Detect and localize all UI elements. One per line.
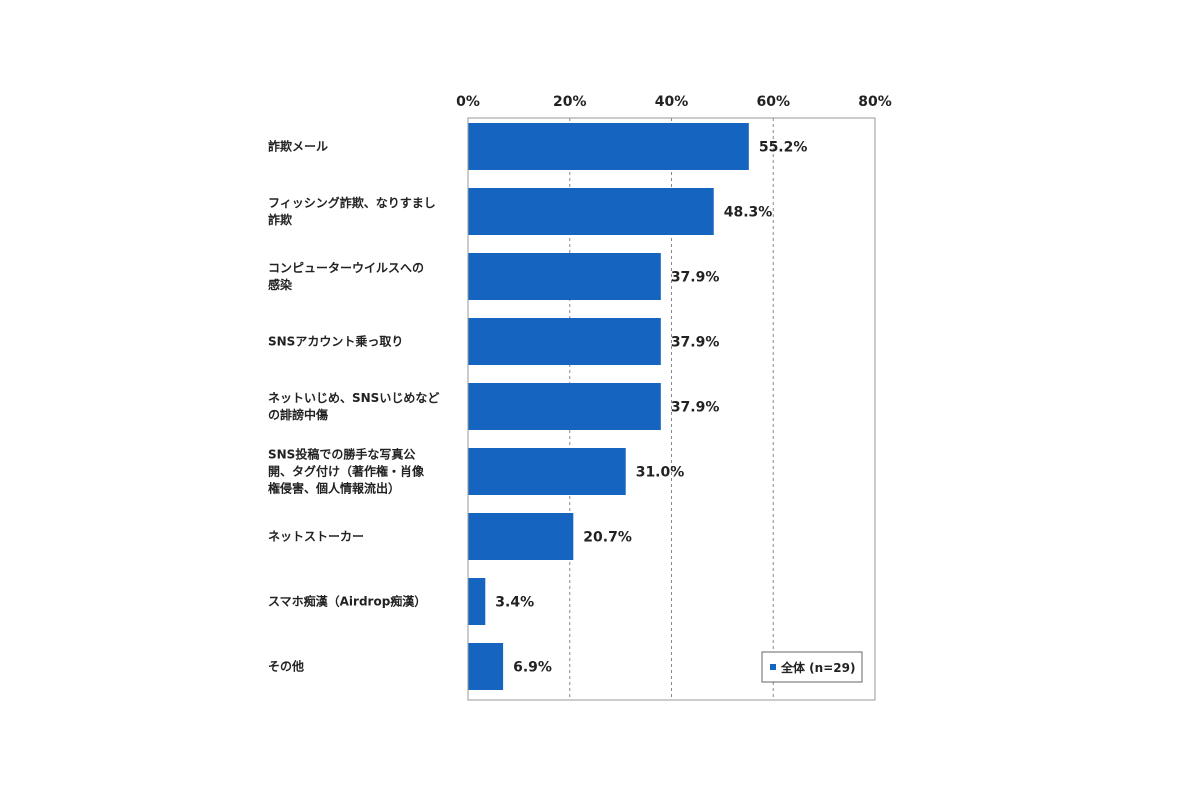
bar xyxy=(468,188,714,235)
category-label: コンピューターウイルスへの感染 xyxy=(268,261,424,292)
bar xyxy=(468,578,486,625)
bars xyxy=(468,123,749,690)
data-label: 55.2% xyxy=(759,140,808,156)
data-label: 37.9% xyxy=(671,335,720,351)
x-tick-label: 20% xyxy=(553,94,587,110)
x-tick-label: 40% xyxy=(655,94,689,110)
data-label: 37.9% xyxy=(671,270,720,286)
category-label: 詐欺メール xyxy=(268,139,328,154)
bar xyxy=(468,643,504,690)
data-label: 37.9% xyxy=(671,400,720,416)
bar xyxy=(468,318,661,365)
category-label: SNS投稿での勝手な写真公開、タグ付け（著作権・肖像権侵害、個人情報流出） xyxy=(268,447,425,496)
legend-box xyxy=(761,651,863,683)
legend-swatch xyxy=(770,664,776,670)
bar xyxy=(468,253,661,300)
plot-frame xyxy=(467,117,876,701)
plot-area-border xyxy=(467,117,876,701)
bar xyxy=(468,513,574,560)
category-label: フィッシング詐欺、なりすまし詐欺 xyxy=(268,195,436,227)
legend: 全体 (n=29) xyxy=(761,651,863,683)
x-tick-label: 60% xyxy=(756,94,790,110)
data-label: 20.7% xyxy=(583,530,632,546)
data-label: 31.0% xyxy=(636,465,685,481)
x-tick-label: 0% xyxy=(456,94,480,110)
legend-label: 全体 (n=29) xyxy=(780,660,855,675)
bar xyxy=(468,383,661,430)
category-label: その他 xyxy=(268,659,304,674)
data-label: 3.4% xyxy=(495,595,534,611)
bar xyxy=(468,448,626,495)
category-label: スマホ痴漢（Airdrop痴漢） xyxy=(268,594,426,609)
data-label: 6.9% xyxy=(513,660,552,676)
category-label: SNSアカウント乗っ取り xyxy=(268,335,403,349)
value-labels: 55.2% 48.3% 37.9% 37.9% 37.9% 31.0% 20.7% 3.4% 6… xyxy=(495,140,807,676)
category-label: ネットストーカー xyxy=(268,530,364,544)
bar xyxy=(468,123,749,170)
x-tick-label: 80% xyxy=(858,94,892,110)
x-axis-ticks: 0% 20% 40% 60% 80% xyxy=(456,94,892,110)
category-label: ネットいじめ、SNSいじめなどの誹謗中傷 xyxy=(268,391,439,422)
data-label: 48.3% xyxy=(724,205,773,221)
